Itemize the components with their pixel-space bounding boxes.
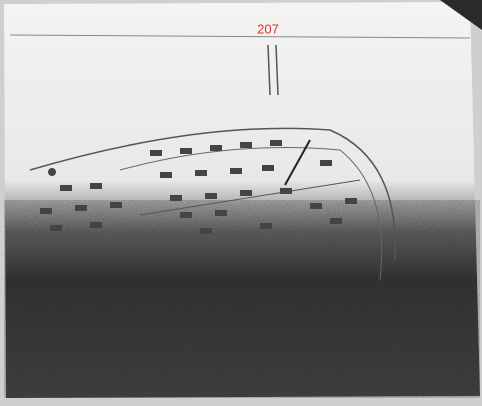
pen-stroke (284, 139, 311, 186)
arc-line (29, 127, 397, 261)
page-number: 207 (257, 21, 279, 36)
corner-shadow (440, 0, 482, 30)
diagonal-line (139, 179, 361, 216)
scan-noise (4, 200, 480, 398)
arc-line (119, 147, 383, 281)
margin-line (267, 44, 271, 96)
margin-line (275, 44, 279, 96)
handwritten-marks (40, 140, 357, 234)
header-rule (9, 34, 471, 39)
